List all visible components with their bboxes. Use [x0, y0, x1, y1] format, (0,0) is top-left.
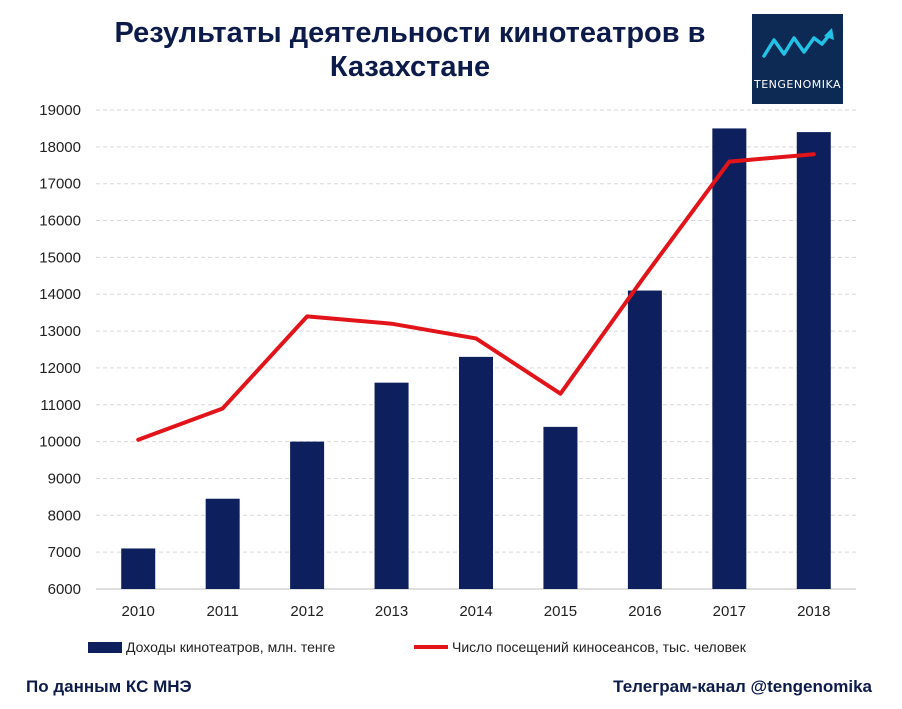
revenue-bar [459, 356, 493, 589]
y-tick-label: 12000 [39, 360, 81, 377]
source-note: По данным КС МНЭ [26, 677, 192, 696]
revenue-bar [121, 548, 156, 589]
y-tick-label: 8000 [48, 507, 81, 524]
y-tick-label: 7000 [48, 544, 81, 561]
bar-series [121, 128, 831, 589]
y-tick-label: 19000 [39, 102, 81, 119]
x-axis-ticks: 2010 2011 2012 2013 2014 2015 2016 2017 2018 [122, 603, 831, 620]
revenue-bar [205, 498, 240, 589]
y-tick-label: 15000 [39, 249, 81, 266]
legend-item-revenue: Доходы кинотеатров, млн. тенге [88, 638, 335, 656]
tengenomika-logo: TENGENOMIKA [752, 14, 843, 104]
y-tick-label: 14000 [39, 286, 81, 303]
revenue-bar [290, 441, 325, 589]
x-tick-label: 2016 [628, 603, 661, 620]
legend-label-attendance: Число посещений киносеансов, тыс. челове… [452, 639, 746, 655]
line-series [136, 152, 816, 442]
x-tick-label: 2010 [122, 603, 155, 620]
y-axis-ticks: 6000 7000 8000 9000 10000 11000 12000 13000 1400… [39, 102, 81, 598]
revenue-bar [712, 128, 747, 589]
y-tick-label: 18000 [39, 139, 81, 156]
chart-area: 6000 7000 8000 9000 10000 11000 12000 13000 1400… [39, 102, 856, 620]
x-tick-label: 2017 [713, 603, 746, 620]
x-tick-label: 2012 [290, 603, 323, 620]
legend-bar-swatch [88, 641, 122, 653]
x-tick-label: 2015 [544, 603, 577, 620]
legend-label-revenue: Доходы кинотеатров, млн. тенге [126, 639, 336, 655]
chart-title: Результаты деятельности кинотеатров в Ка… [114, 17, 706, 83]
revenue-bar [543, 426, 578, 589]
attendance-line [136, 152, 816, 442]
x-tick-label: 2011 [207, 603, 239, 620]
logo-text: TENGENOMIKA [753, 78, 842, 91]
revenue-bar [374, 382, 409, 589]
y-tick-label: 10000 [39, 434, 81, 451]
legend-line-swatch [414, 645, 448, 649]
y-tick-label: 6000 [48, 581, 81, 598]
y-tick-label: 17000 [39, 176, 81, 193]
x-tick-label: 2018 [797, 603, 830, 620]
y-tick-label: 13000 [39, 323, 81, 340]
trend-arrow-icon [762, 28, 834, 58]
x-tick-label: 2013 [375, 603, 408, 620]
y-tick-label: 9000 [48, 470, 81, 487]
x-tick-label: 2014 [459, 603, 492, 620]
revenue-bar [796, 132, 831, 589]
revenue-bar [627, 290, 662, 589]
y-tick-label: 16000 [39, 213, 81, 230]
telegram-channel: Телеграм-канал @tengenomika [613, 677, 872, 696]
legend-item-attendance: Число посещений киносеансов, тыс. челове… [414, 638, 746, 656]
y-tick-label: 11000 [40, 397, 81, 414]
